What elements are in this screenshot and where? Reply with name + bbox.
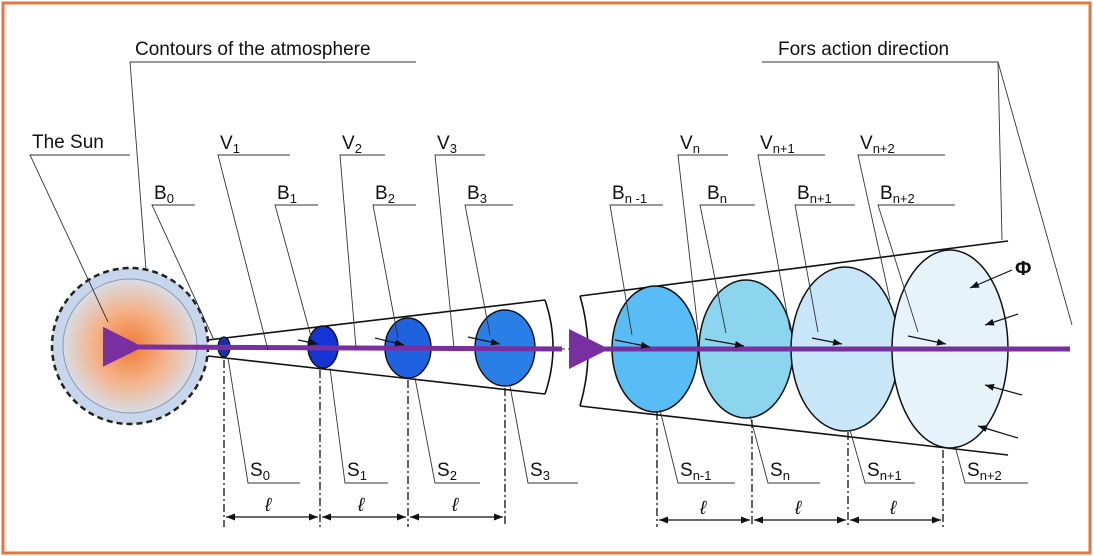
- ell-label-1: ℓ: [264, 495, 272, 516]
- atmosphere-label: Contours of the atmosphere: [135, 39, 371, 60]
- label-sn+1: Sn+1: [867, 460, 902, 483]
- leader-lines: [29, 61, 1073, 484]
- label-vn+2: Vn+2: [860, 133, 895, 156]
- phi-label: Φ: [1015, 258, 1031, 280]
- ell-label-5: ℓ: [794, 498, 802, 519]
- label-vn+1: Vn+1: [760, 133, 795, 156]
- ell-label-3: ℓ: [451, 495, 459, 516]
- label-bn: Bn: [707, 183, 727, 206]
- label-b2: B2: [375, 183, 395, 206]
- label-v3: V3: [437, 133, 457, 156]
- label-bn+2: Bn+2: [880, 183, 915, 206]
- label-s0: S0: [250, 460, 270, 483]
- dimension-lines: [226, 513, 941, 524]
- label-b0: B0: [154, 183, 174, 206]
- label-bn-1: Bn -1: [612, 183, 647, 206]
- ell-label-6: ℓ: [889, 498, 897, 519]
- ell-label-2: ℓ: [357, 495, 365, 516]
- label-bn+1: Bn+1: [797, 183, 832, 206]
- label-b3: B3: [467, 183, 487, 206]
- label-s2: S2: [437, 460, 457, 483]
- label-b1: B1: [277, 183, 297, 206]
- velocity-arrows: [297, 335, 947, 349]
- label-sn+2: Sn+2: [967, 460, 1002, 483]
- label-v1: V1: [220, 133, 240, 156]
- sun-label: The Sun: [32, 132, 104, 153]
- label-vn: Vn: [680, 133, 700, 156]
- force-direction-label: Fors action direction: [778, 39, 949, 60]
- label-sn-1: Sn-1: [680, 460, 711, 483]
- label-v2: V2: [342, 133, 362, 156]
- label-s3: S3: [530, 460, 550, 483]
- force-arrow-left: [102, 326, 563, 367]
- label-sn: Sn: [770, 460, 790, 483]
- ell-label-4: ℓ: [699, 498, 707, 519]
- dimension-extensions: [223, 360, 944, 527]
- external-force-arrows: [969, 269, 1023, 439]
- label-s1: S1: [347, 460, 367, 483]
